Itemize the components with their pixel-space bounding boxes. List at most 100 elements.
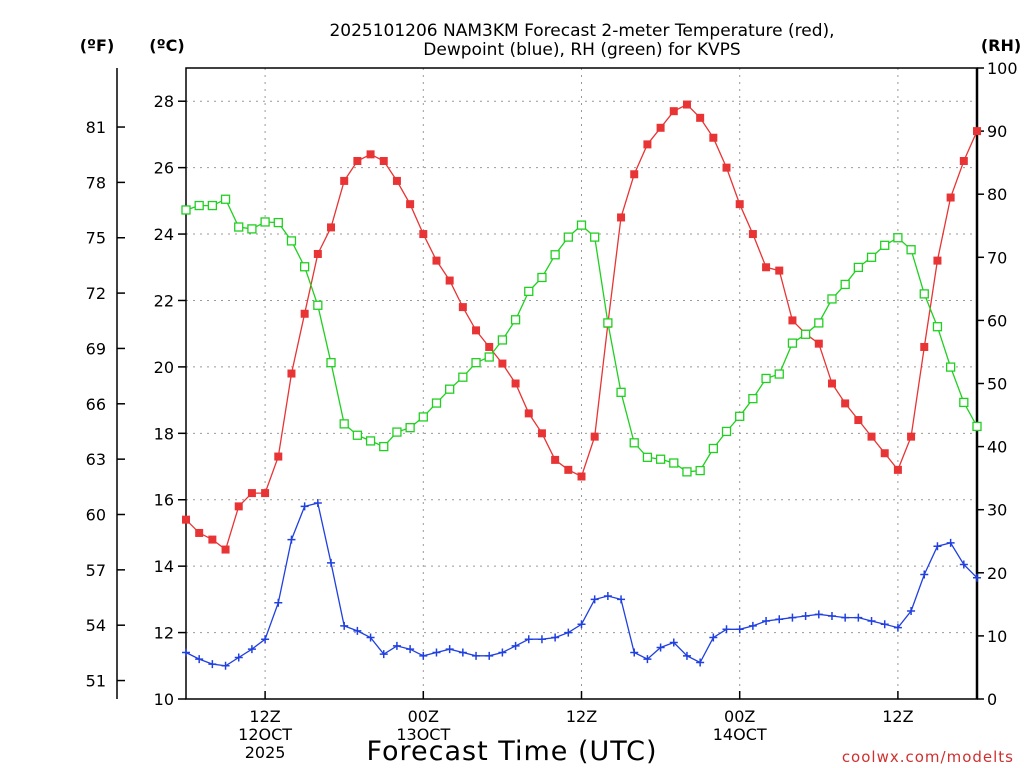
temperature-point: [234, 502, 243, 511]
dewpoint-point: [643, 655, 652, 664]
rh-point: [379, 441, 389, 452]
celsius-tick-label: 20: [154, 358, 174, 377]
rh-point: [603, 318, 613, 328]
dewpoint-point: [933, 542, 942, 551]
rh-point: [853, 262, 863, 273]
rh-point: [695, 465, 705, 476]
dewpoint-point: [722, 625, 731, 634]
rh-tick-label: 0: [987, 690, 997, 709]
rh-point: [550, 250, 560, 260]
dewpoint-point: [682, 651, 691, 660]
rh-point: [510, 315, 521, 325]
rh-point: [497, 335, 508, 345]
temperature-point: [327, 223, 336, 232]
rh-point: [774, 369, 784, 379]
rh-point: [273, 217, 283, 228]
rh-point: [800, 329, 811, 339]
dewpoint-point: [564, 628, 573, 637]
temperature-point: [617, 213, 626, 222]
rh-point: [840, 279, 850, 290]
temperature-point: [907, 432, 916, 441]
temperature-point: [419, 230, 428, 239]
rh-point: [352, 430, 363, 440]
rh-point: [194, 200, 204, 211]
time-tick-label: 00Z: [724, 707, 755, 726]
dewpoint-point: [617, 595, 626, 604]
dewpoint-point: [247, 645, 256, 654]
dewpoint-point: [841, 613, 850, 622]
temperature-point: [946, 193, 955, 202]
rh-tick-label: 10: [987, 627, 1007, 646]
rh-tick-label: 40: [987, 438, 1007, 457]
temperature-point: [814, 339, 823, 348]
temperature-point: [458, 303, 467, 312]
time-tick-label: 12Z: [566, 707, 597, 726]
temperature-point: [524, 409, 533, 418]
series-dewpoint: [182, 499, 981, 670]
rh-point: [405, 423, 415, 433]
rh-tick-label: 80: [987, 185, 1007, 204]
data-series: [181, 100, 982, 670]
temperature-point: [498, 359, 507, 368]
dewpoint-point: [274, 598, 283, 607]
rh-point: [445, 384, 455, 394]
fahrenheit-axis-unit: (ºF): [80, 36, 115, 55]
temperature-point: [392, 176, 401, 185]
temperature-point: [182, 515, 190, 524]
rh-point: [919, 289, 929, 299]
dewpoint-point: [313, 499, 322, 508]
dewpoint-point: [748, 621, 757, 630]
dewpoint-point: [182, 648, 190, 657]
celsius-tick-label: 16: [154, 491, 174, 510]
dewpoint-point: [472, 651, 481, 660]
temperature-point: [379, 156, 388, 165]
celsius-tick-label: 26: [154, 159, 174, 178]
dewpoint-point: [458, 648, 467, 657]
dewpoint-point: [340, 621, 349, 630]
rh-point: [247, 224, 257, 234]
temperature-point: [577, 472, 586, 481]
fahrenheit-tick-label: 75: [86, 229, 106, 248]
temperature-point: [709, 133, 718, 142]
temperature-point: [300, 309, 309, 318]
time-tick-label: 12Z: [249, 707, 280, 726]
temperature-point: [867, 432, 876, 441]
temperature-point: [551, 455, 560, 464]
temperature-point: [748, 230, 757, 239]
rh-point: [959, 397, 969, 408]
temperature-point: [841, 399, 850, 408]
fahrenheit-tick-label: 81: [86, 118, 106, 137]
celsius-tick-label: 12: [154, 624, 174, 643]
temperature-point: [221, 545, 230, 554]
dewpoint-point: [300, 502, 309, 511]
rh-axis-unit: (RH): [981, 36, 1021, 55]
temperature-point: [696, 113, 705, 122]
rh-point: [458, 372, 468, 382]
rh-point: [708, 443, 718, 454]
rh-point: [220, 194, 231, 204]
temperature-point: [762, 263, 771, 272]
celsius-tick-label: 24: [154, 225, 174, 244]
dewpoint-point: [959, 560, 968, 569]
celsius-tick-label: 18: [154, 424, 174, 443]
rh-point: [616, 387, 626, 397]
temperature-point: [406, 200, 415, 209]
time-tick-label: 00Z: [408, 707, 439, 726]
rh-tick-label: 90: [987, 122, 1007, 141]
fahrenheit-tick-label: 51: [86, 672, 106, 691]
time-tick-label: 12Z: [882, 707, 913, 726]
time-tick-label: 12OCT: [238, 725, 292, 744]
dewpoint-point: [696, 658, 705, 667]
dewpoint-point: [735, 625, 744, 634]
temperature-point: [775, 266, 784, 275]
temperature-point: [287, 369, 296, 378]
temperature-point: [485, 342, 494, 351]
rh-point: [906, 245, 916, 255]
temperature-point: [208, 535, 217, 544]
dewpoint-point: [709, 633, 718, 642]
rh-point: [735, 411, 745, 421]
rh-point: [207, 200, 218, 211]
temperature-point: [735, 200, 744, 209]
dewpoint-point: [432, 648, 441, 657]
temperature-point: [195, 528, 204, 537]
